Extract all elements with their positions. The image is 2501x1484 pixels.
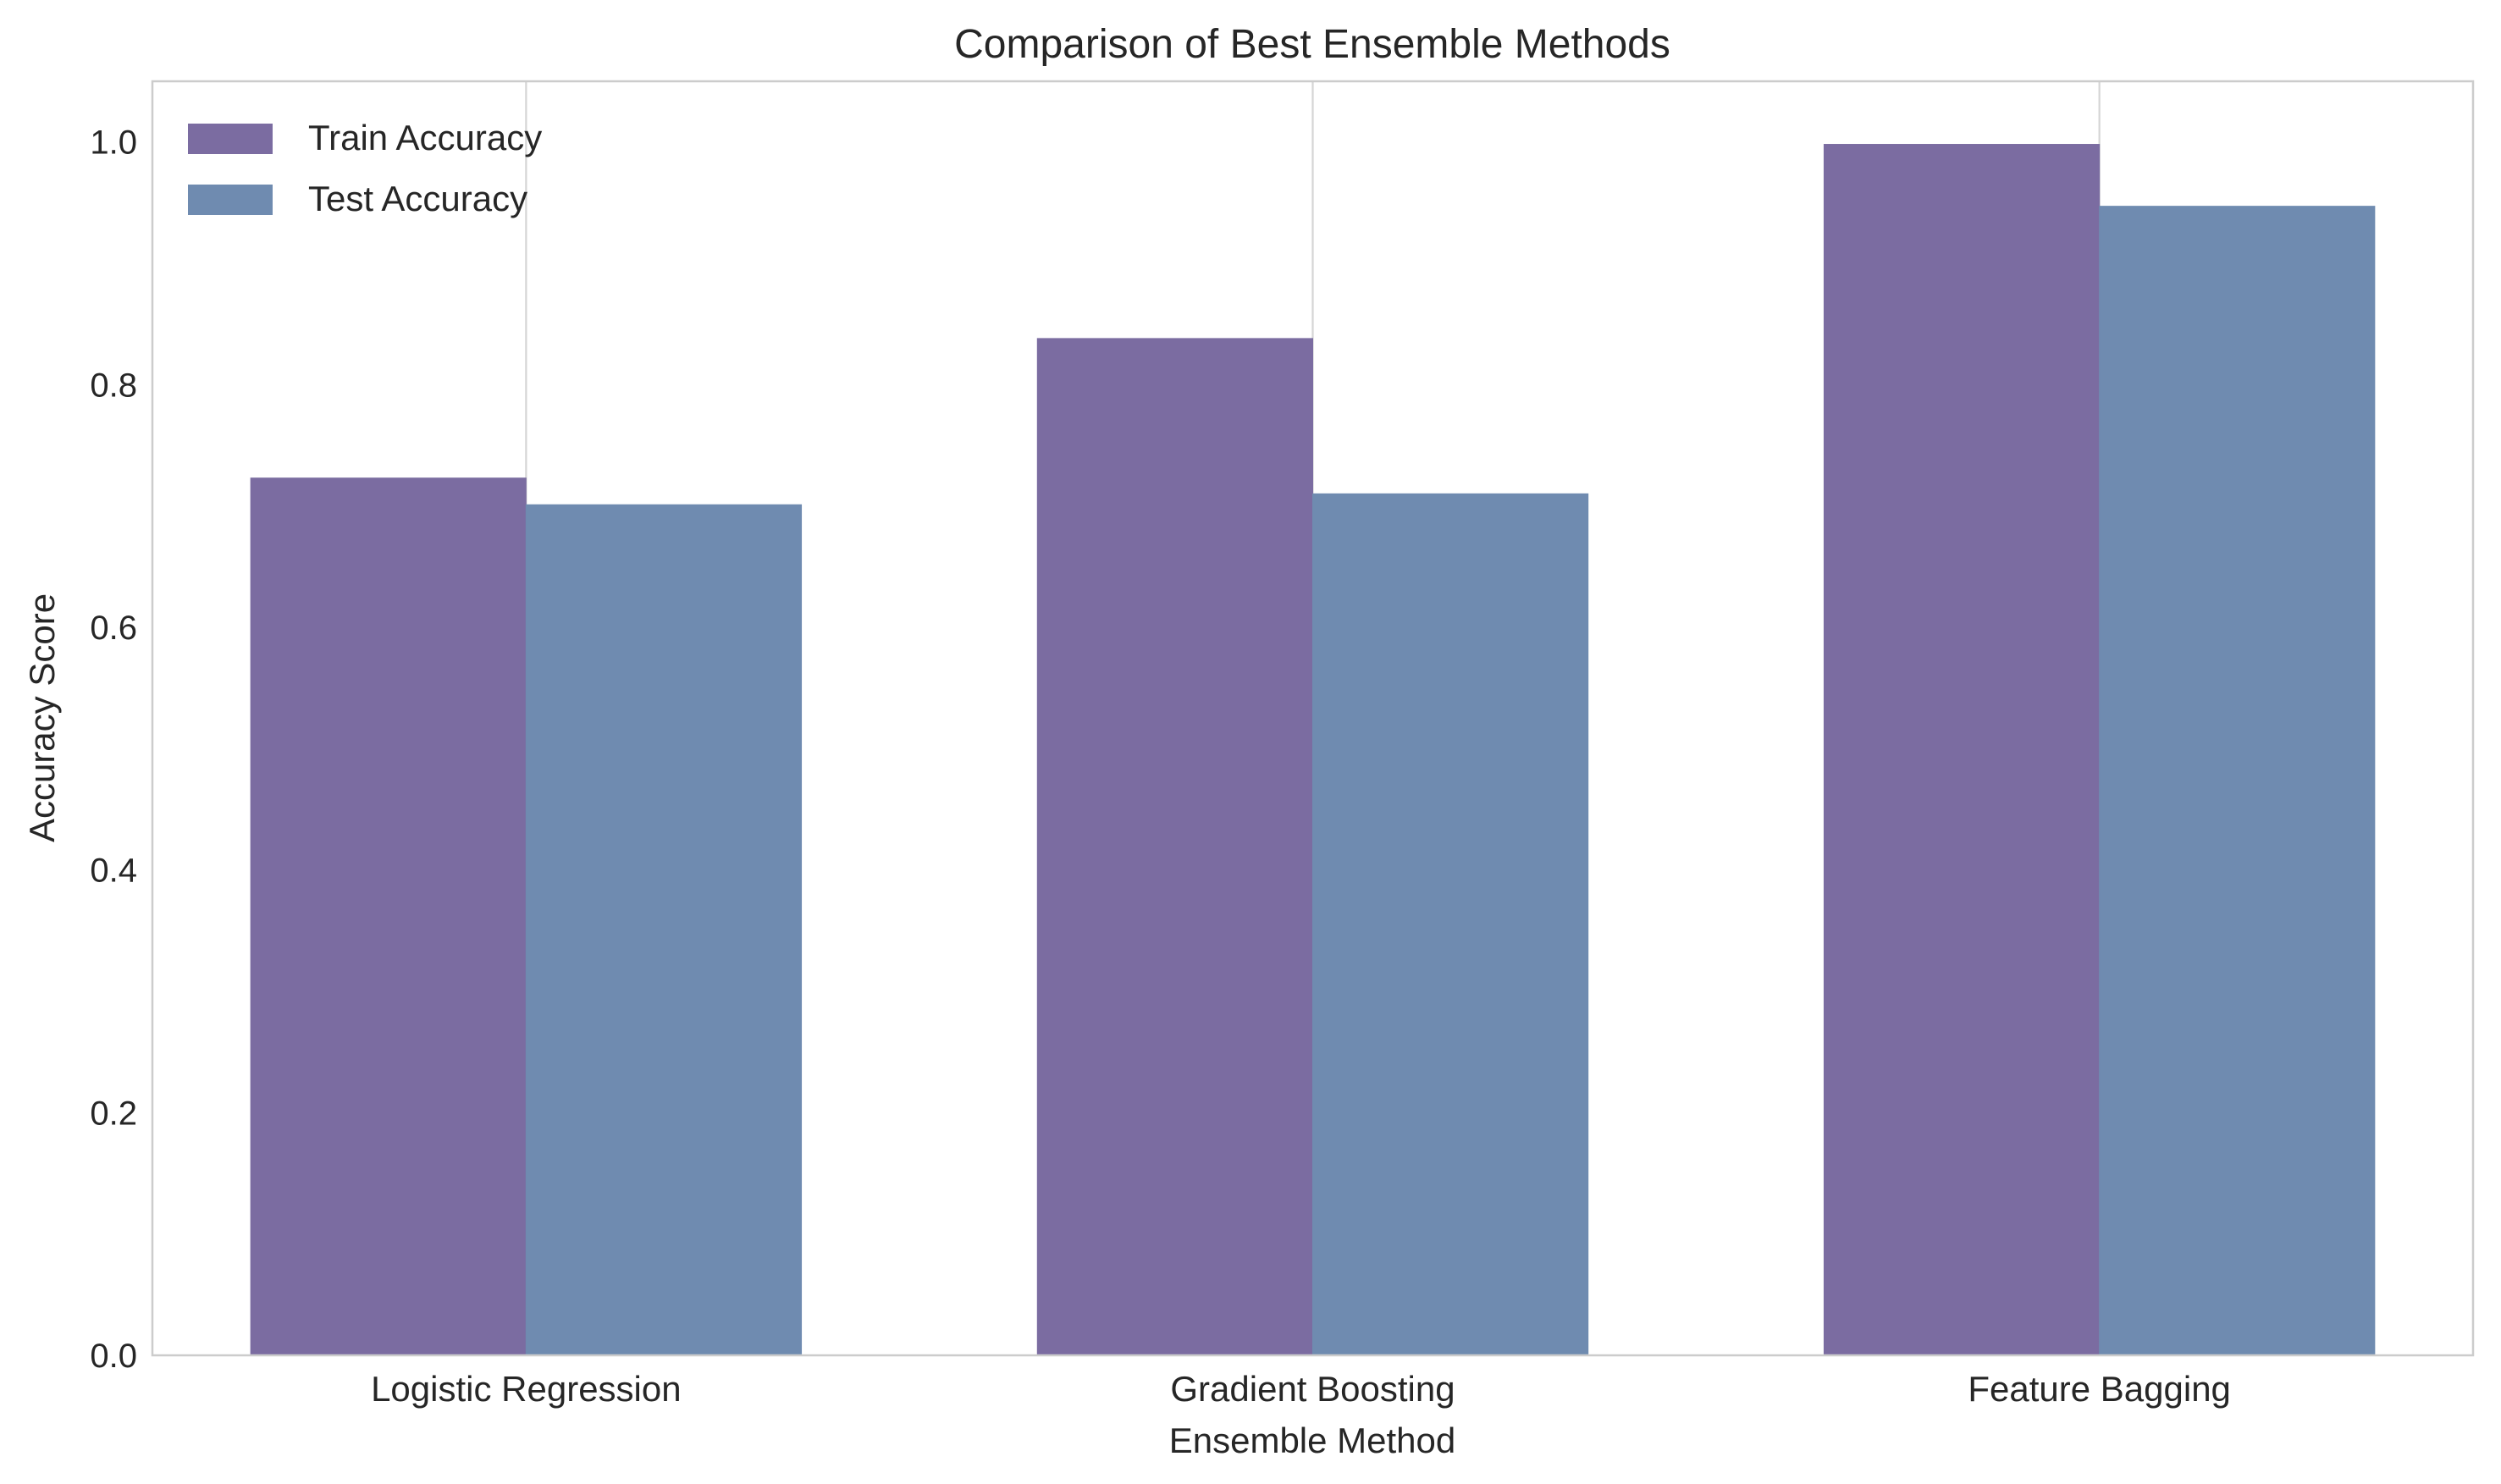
bar-test-1 [1312, 493, 1589, 1356]
chart-title: Comparison of Best Ensemble Methods [954, 22, 1670, 67]
bar-train-1 [1036, 338, 1314, 1356]
x-axis-label: Ensemble Method [1169, 1421, 1456, 1460]
y-tick-label: 0.6 [90, 610, 137, 647]
x-tick-label: Logistic Regression [371, 1369, 682, 1409]
legend-label: Test Accuracy [308, 179, 527, 218]
legend-label: Train Accuracy [308, 118, 542, 157]
bar-train-0 [250, 477, 527, 1356]
legend-swatch [188, 124, 273, 154]
plot-frame [151, 80, 2475, 1357]
y-tick-label: 1.0 [90, 124, 137, 162]
legend-swatch [188, 185, 273, 215]
bar-test-0 [525, 504, 803, 1356]
ticks-layer: 0.0 0.2 0.4 0.6 0.8 1.0 Logistic Regression Gra… [90, 124, 2231, 1409]
y-axis-label: Accuracy Score [22, 593, 62, 842]
legend: Train Accuracy Test Accuracy [188, 118, 542, 218]
bars-layer [250, 144, 2376, 1356]
bar-train-2 [1823, 144, 2101, 1356]
y-tick-label: 0.8 [90, 367, 137, 404]
x-tick-label: Gradient Boosting [1170, 1369, 1455, 1409]
bar-test-2 [2099, 206, 2376, 1356]
y-tick-label: 0.0 [90, 1338, 137, 1375]
y-tick-label: 0.2 [90, 1095, 137, 1132]
y-tick-label: 0.4 [90, 852, 137, 890]
x-tick-label: Feature Bagging [1968, 1369, 2231, 1409]
